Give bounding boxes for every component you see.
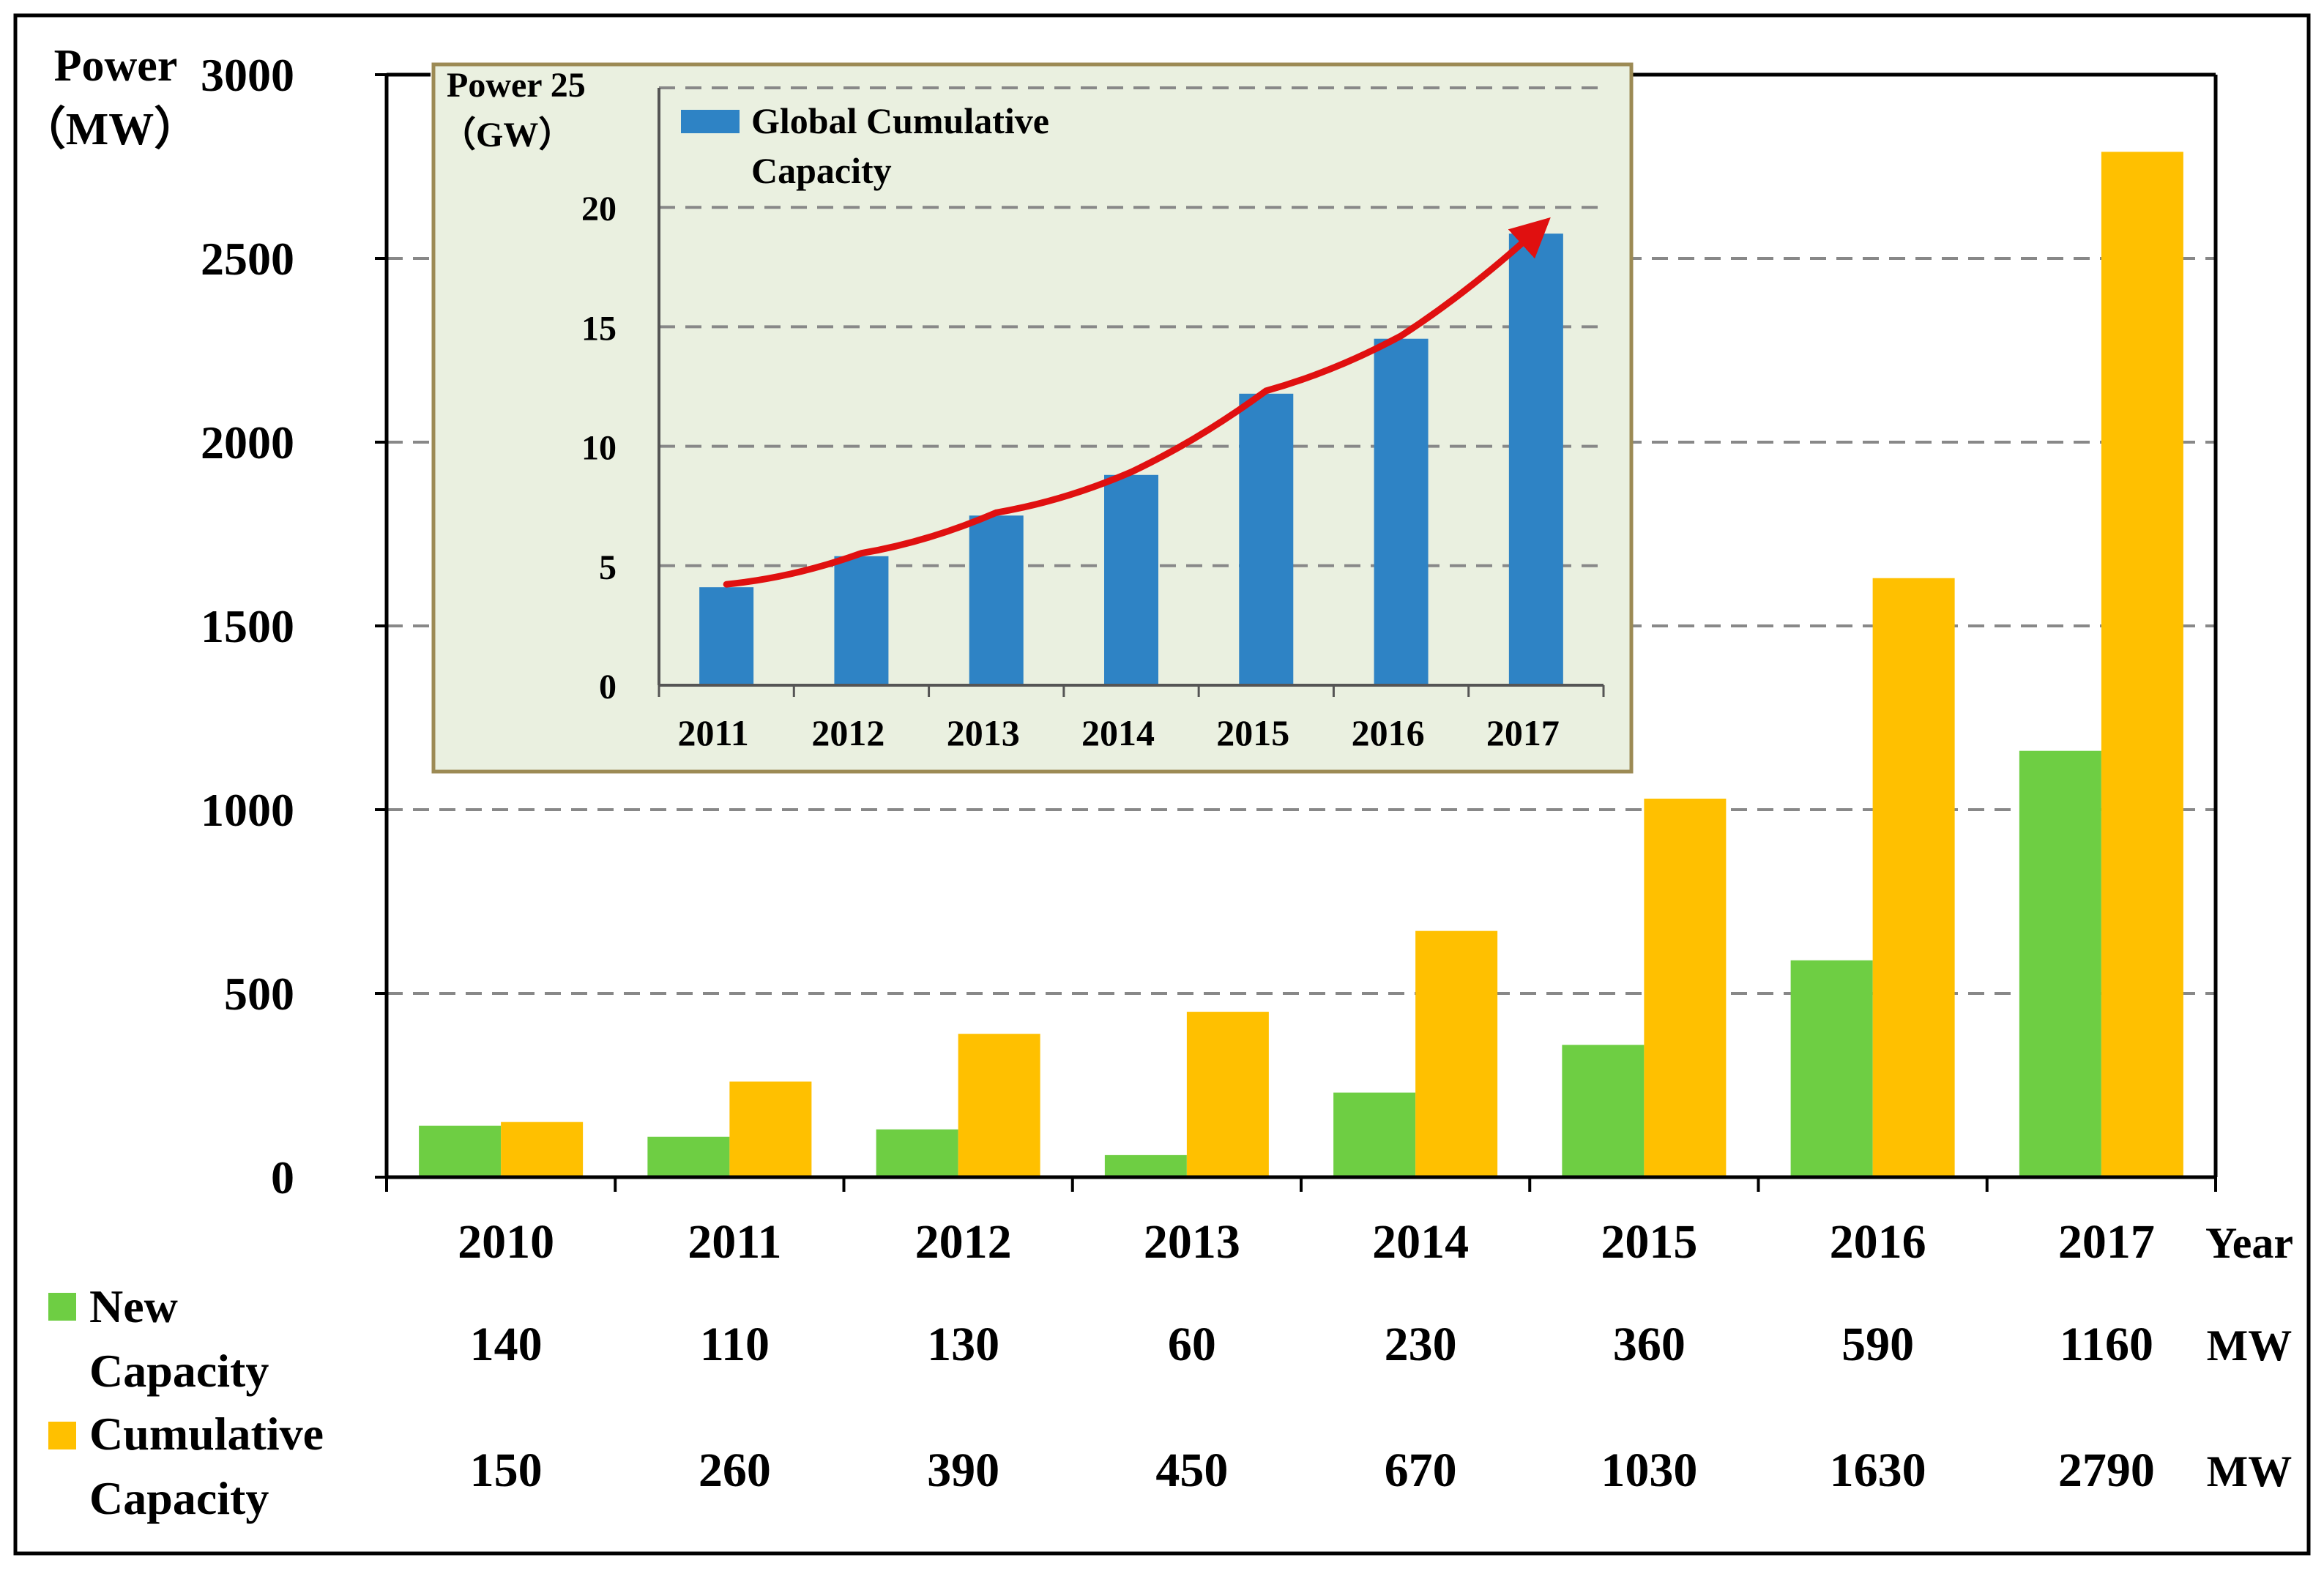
table-value-cumulative: 390 — [927, 1444, 999, 1497]
inset-bar — [834, 556, 889, 685]
inset-x-tick-label: 2015 — [1216, 712, 1289, 753]
bar-cumulative-capacity — [1186, 1012, 1269, 1177]
table-value-cumulative: 2790 — [2058, 1444, 2155, 1497]
bar-new-capacity — [1562, 1045, 1645, 1177]
y-tick-label: 0 — [271, 1152, 294, 1204]
table-value-new: 590 — [1841, 1318, 1914, 1371]
bar-cumulative-capacity — [501, 1122, 584, 1177]
x-tick-label: 2011 — [688, 1215, 781, 1269]
legend-label-new-line2: Capacity — [89, 1345, 269, 1397]
table-value-new: 140 — [470, 1318, 543, 1371]
bar-new-capacity — [2019, 750, 2101, 1177]
inset-bar — [699, 587, 754, 685]
legend-label-cumulative-line2: Capacity — [89, 1472, 269, 1524]
inset-bar — [1104, 474, 1158, 685]
y-axis-title: Power — [54, 41, 178, 91]
bar-new-capacity — [1790, 960, 1873, 1177]
table-value-new: 360 — [1613, 1318, 1686, 1371]
table-value-cumulative: 1630 — [1830, 1444, 1926, 1497]
x-tick-label: 2012 — [915, 1215, 1012, 1269]
x-tick-label: 2013 — [1144, 1215, 1240, 1269]
x-tick-label: 2015 — [1601, 1215, 1697, 1269]
table-value-new: 110 — [700, 1318, 770, 1371]
inset-x-tick-label: 2012 — [811, 712, 884, 753]
table-value-new: 230 — [1385, 1318, 1457, 1371]
bar-cumulative-capacity — [729, 1081, 812, 1177]
table-value-cumulative: 260 — [699, 1444, 771, 1497]
y-tick-label: 2000 — [201, 417, 294, 469]
table-value-new: 60 — [1168, 1318, 1216, 1371]
bar-new-capacity — [1333, 1092, 1416, 1177]
table-value-new: 1160 — [2060, 1318, 2153, 1371]
bar-cumulative-capacity — [958, 1034, 1040, 1177]
inset-legend-swatch — [681, 110, 740, 133]
bar-cumulative-capacity — [1644, 798, 1727, 1177]
table-value-cumulative: 670 — [1385, 1444, 1457, 1497]
inset-x-tick-label: 2014 — [1081, 712, 1155, 753]
inset-bar — [969, 515, 1024, 685]
legend-swatch-new — [48, 1293, 76, 1321]
inset-panel — [431, 62, 1634, 774]
bar-cumulative-capacity — [1872, 578, 1955, 1177]
inset-y-tick-label: 15 — [581, 309, 617, 348]
inset-chart: 0 5 10 15 20 Power 25 （GW） 2011 2012 2013 2014 2015… — [431, 62, 1634, 774]
y-tick-label: 500 — [224, 968, 294, 1020]
trend-arrow — [723, 217, 1551, 588]
inset-bar — [1508, 234, 1563, 685]
inset-legend-label-line2: Capacity — [751, 150, 892, 191]
inset-y-tick-label: 20 — [581, 190, 617, 228]
inset-y-tick-label: 5 — [599, 548, 617, 587]
x-axis-title: Year — [2205, 1219, 2293, 1267]
inset-x-tick-label: 2016 — [1352, 712, 1425, 753]
x-tick-label: 2010 — [458, 1215, 554, 1269]
bar-new-capacity — [1104, 1154, 1187, 1177]
y-tick-label: 1500 — [201, 600, 294, 652]
x-tick-label: 2016 — [1830, 1215, 1926, 1269]
inset-y-axis-title: Power 25 — [447, 66, 586, 105]
table-value-cumulative: 450 — [1155, 1444, 1228, 1497]
table-value-cumulative: 1030 — [1601, 1444, 1697, 1497]
bar-new-capacity — [876, 1129, 958, 1177]
inset-x-tick-label: 2013 — [947, 712, 1020, 753]
figure-border — [13, 13, 2311, 1556]
y-axis-unit: （MW） — [21, 103, 200, 154]
legend-swatch-cumulative — [48, 1422, 76, 1449]
inset-y-tick-label: 0 — [599, 668, 617, 706]
x-tick-label: 2017 — [2058, 1215, 2155, 1269]
y-tick-label: 2500 — [201, 233, 294, 285]
table-unit-new: MW — [2207, 1321, 2293, 1370]
inset-x-tick-label: 2017 — [1486, 712, 1560, 753]
table-unit-cumulative: MW — [2207, 1447, 2293, 1496]
y-tick-label: 3000 — [201, 49, 294, 101]
inset-legend-label-line1: Global Cumulative — [751, 100, 1049, 141]
legend-label-cumulative-line1: Cumulative — [89, 1408, 324, 1460]
inset-bar — [1239, 393, 1294, 685]
bar-new-capacity — [647, 1136, 730, 1177]
data-table: 2010 2011 2012 2013 2014 2015 2016 2017 Year New C… — [48, 1215, 2293, 1524]
y-tick-label: 1000 — [201, 784, 294, 836]
inset-x-tick-label: 2011 — [678, 712, 749, 753]
inset-y-axis-unit: （GW） — [441, 116, 573, 154]
inset-bar — [1374, 338, 1429, 685]
table-value-new: 130 — [927, 1318, 999, 1371]
x-tick-label: 2014 — [1372, 1215, 1469, 1269]
table-value-cumulative: 150 — [470, 1444, 543, 1497]
legend-label-new-line1: New — [89, 1280, 178, 1332]
inset-y-tick-label: 10 — [581, 429, 617, 468]
bar-cumulative-capacity — [2101, 152, 2183, 1177]
bar-cumulative-capacity — [1415, 930, 1498, 1177]
bar-new-capacity — [419, 1125, 502, 1177]
